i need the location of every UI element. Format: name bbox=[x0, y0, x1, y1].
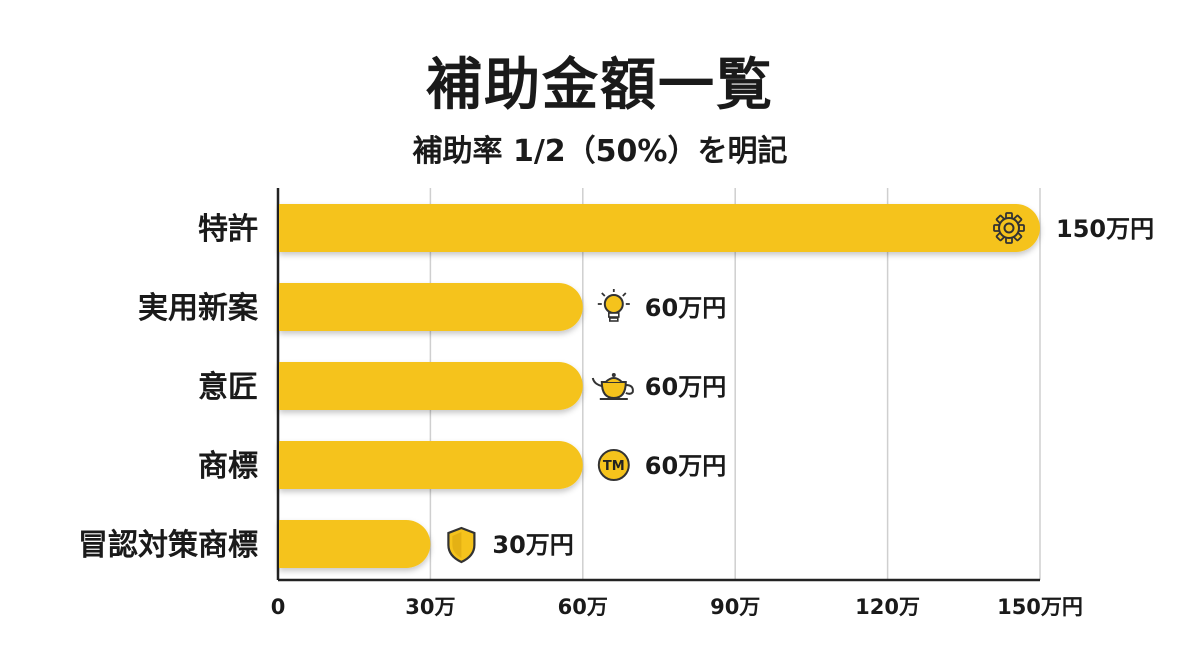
category-label: 特許 bbox=[198, 212, 258, 247]
gear-icon bbox=[993, 212, 1025, 244]
x-tick-label: 0 bbox=[271, 595, 286, 619]
lightbulb-icon bbox=[597, 289, 630, 322]
bar bbox=[279, 520, 431, 568]
x-tick-label: 30万 bbox=[405, 595, 455, 619]
value-label: 30万円 bbox=[492, 531, 573, 559]
x-tick-label: 120万 bbox=[855, 595, 920, 619]
x-tick-label: 150万円 bbox=[997, 595, 1083, 619]
bar bbox=[279, 283, 583, 331]
category-label: 意匠 bbox=[198, 370, 258, 405]
category-label: 商標 bbox=[198, 449, 258, 484]
svg-text:TM: TM bbox=[603, 459, 625, 474]
bar bbox=[279, 441, 583, 489]
x-tick-label: 60万 bbox=[558, 595, 608, 619]
category-label: 実用新案 bbox=[138, 291, 259, 326]
category-label: 冒認対策商標 bbox=[78, 528, 258, 563]
value-label: 60万円 bbox=[645, 294, 726, 322]
value-label: 60万円 bbox=[645, 452, 726, 480]
x-tick-label: 90万 bbox=[710, 595, 760, 619]
bar bbox=[279, 362, 583, 410]
value-label: 150万円 bbox=[1056, 215, 1154, 243]
trademark-icon: TM bbox=[597, 449, 630, 481]
shield-icon bbox=[447, 526, 476, 564]
chart-title: 補助金額一覧 bbox=[426, 53, 774, 118]
value-label: 60万円 bbox=[645, 373, 726, 401]
chart-subtitle: 補助率 1/2（50%）を明記 bbox=[412, 134, 788, 169]
teapot-icon bbox=[591, 373, 634, 400]
bar bbox=[279, 204, 1040, 252]
